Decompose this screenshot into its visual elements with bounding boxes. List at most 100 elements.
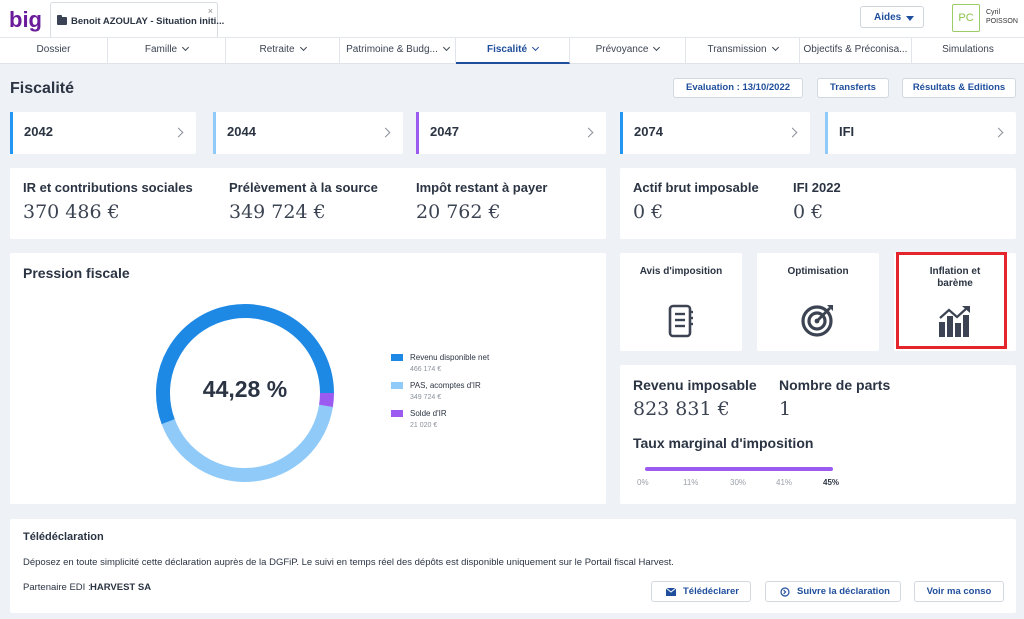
chevron-down-icon — [182, 43, 190, 52]
tmi-tick: 30% — [730, 478, 747, 487]
year-card-accent — [825, 112, 828, 154]
inflation-bareme-card[interactable]: Inflation et barème — [894, 253, 1016, 351]
help-button[interactable]: Aides — [860, 6, 924, 28]
chevron-right-icon — [173, 127, 184, 138]
pression-title: Pression fiscale — [23, 265, 130, 281]
teledeclarer-label: Télédéclarer — [683, 586, 739, 597]
folder-icon — [57, 15, 67, 25]
ifi-label: IFI 2022 — [793, 180, 841, 195]
actif-value: 0 € — [633, 201, 664, 223]
chevron-down-icon — [531, 43, 540, 52]
tab-prevoyance[interactable]: Prévoyance — [570, 38, 686, 64]
year-card-2074[interactable]: 2074 — [620, 112, 810, 154]
optimisation-card[interactable]: Optimisation — [757, 253, 879, 351]
year-card-ifi[interactable]: IFI — [825, 112, 1016, 154]
tmi-tick: 11% — [683, 478, 699, 487]
year-card-2047[interactable]: 2047 — [416, 112, 606, 154]
chevron-down-icon — [442, 43, 450, 52]
chevron-down-icon — [653, 43, 661, 52]
legend-label-pas: PAS, acomptes d'IR — [410, 381, 481, 390]
tab-dossier[interactable]: Dossier — [0, 38, 108, 64]
pas-value: 349 724 € — [229, 201, 326, 223]
suivre-declaration-label: Suivre la déclaration — [797, 586, 890, 597]
tab-fiscalite[interactable]: Fiscalité — [456, 38, 570, 64]
tmi-tick: 0% — [637, 478, 649, 487]
legend-value-solde: 21 020 € — [410, 422, 438, 429]
year-card-accent — [10, 112, 13, 154]
legend-value-revenu: 466 174 € — [410, 366, 442, 373]
evaluation-button[interactable]: Evaluation : 13/10/2022 — [673, 78, 803, 98]
donut-center-value: 44,28 % — [203, 376, 287, 402]
arrow-circle-icon — [780, 587, 790, 597]
ir-label: IR et contributions sociales — [23, 180, 193, 195]
transfers-button[interactable]: Transferts — [817, 78, 889, 98]
notebook-icon — [668, 304, 693, 338]
tmi-label: Taux marginal d'imposition — [633, 435, 814, 451]
document-tab-title: Benoit AZOULAY - Situation initi... — [71, 16, 225, 27]
chevron-right-icon — [993, 127, 1004, 138]
user-name[interactable]: Cyril POISSON — [986, 8, 1018, 26]
legend-swatch-pas — [391, 382, 403, 389]
document-tab[interactable]: Benoit AZOULAY - Situation initi... × — [50, 2, 224, 37]
tmi-tick-active: 45% — [823, 478, 840, 487]
ifi-panel: Actif brut imposable 0 € IFI 2022 0 € — [620, 168, 1016, 239]
suivre-declaration-button[interactable]: Suivre la déclaration — [765, 581, 901, 602]
rest-value: 20 762 € — [416, 201, 501, 223]
donut-segment-solde — [319, 392, 334, 407]
tab-objectifs[interactable]: Objectifs & Préconisa... — [800, 38, 912, 64]
tab-transmission[interactable]: Transmission — [686, 38, 800, 64]
ir-value: 370 486 € — [23, 201, 120, 223]
tab-label: Patrimoine & Budg... — [346, 44, 438, 55]
partner-value: HARVEST SA — [90, 582, 152, 593]
results-button[interactable]: Résultats & Editions — [902, 78, 1016, 98]
avis-imposition-card[interactable]: Avis d'imposition — [620, 253, 742, 351]
user-avatar[interactable]: PC — [952, 4, 980, 32]
target-icon — [801, 305, 833, 337]
summary-panel: IR et contributions sociales 370 486 € P… — [10, 168, 606, 239]
tab-label: Fiscalité — [486, 44, 528, 55]
chevron-down-icon — [299, 43, 307, 52]
tab-patrimoine[interactable]: Patrimoine & Budg... — [340, 38, 456, 64]
year-card-2044[interactable]: 2044 — [213, 112, 403, 154]
year-card-label: 2042 — [24, 124, 53, 139]
tab-label: Famille — [144, 44, 178, 55]
legend-label-revenu: Revenu disponible net — [410, 353, 490, 362]
revenu-imposable-label: Revenu imposable — [633, 377, 757, 393]
legend-swatch-revenu — [391, 354, 403, 361]
tab-label: Objectifs & Préconisa... — [803, 44, 908, 55]
voir-conso-button[interactable]: Voir ma conso — [914, 581, 1004, 602]
pas-label: Prélèvement à la source — [229, 180, 378, 195]
ifi-value: 0 € — [793, 201, 824, 223]
logo-text: big — [9, 7, 42, 32]
user-first-name: Cyril — [986, 9, 1000, 16]
teledeclarer-button[interactable]: Télédéclarer — [651, 581, 751, 602]
tab-label: Dossier — [36, 44, 71, 55]
teledeclaration-title: Télédéclaration — [23, 531, 104, 543]
optimisation-label: Optimisation — [787, 266, 849, 277]
tab-simulations[interactable]: Simulations — [912, 38, 1024, 64]
legend-swatch-solde — [391, 410, 403, 417]
year-card-accent — [213, 112, 216, 154]
tab-label: Transmission — [707, 44, 767, 55]
revenu-imposable-value: 823 831 € — [633, 398, 730, 420]
year-card-label: 2047 — [430, 124, 459, 139]
year-card-accent — [620, 112, 623, 154]
help-button-label: Aides — [874, 12, 902, 23]
tab-retraite[interactable]: Retraite — [226, 38, 340, 64]
tab-famille[interactable]: Famille — [108, 38, 226, 64]
avis-imposition-label: Avis d'imposition — [639, 266, 723, 277]
revenu-panel: Revenu imposable 823 831 € Nombre de par… — [620, 365, 1016, 504]
nombre-parts-value: 1 — [779, 398, 792, 420]
user-last-name: POISSON — [986, 18, 1018, 25]
rest-label: Impôt restant à payer — [416, 180, 548, 195]
donut-segment-revenu — [156, 304, 334, 425]
close-icon[interactable]: × — [207, 6, 213, 16]
tmi-tick: 41% — [776, 478, 793, 487]
top-bar: big Benoit AZOULAY - Situation initi... … — [0, 0, 1024, 38]
big-logo[interactable]: big — [8, 6, 44, 32]
donut-segment-pas — [161, 404, 333, 482]
tab-label: Simulations — [942, 44, 994, 55]
nombre-parts-label: Nombre de parts — [779, 377, 891, 393]
year-card-2042[interactable]: 2042 — [10, 112, 196, 154]
tab-label: Retraite — [259, 44, 295, 55]
